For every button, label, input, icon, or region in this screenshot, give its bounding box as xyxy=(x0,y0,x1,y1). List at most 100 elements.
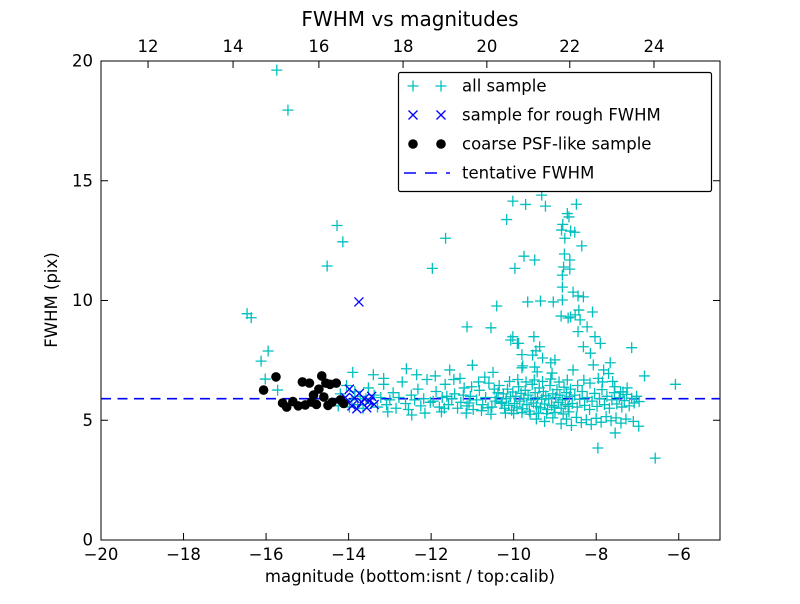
legend-box xyxy=(397,71,713,193)
top-tick-label: 14 xyxy=(223,37,244,56)
data-point-plus xyxy=(255,355,267,367)
data-point-x xyxy=(351,403,362,414)
data-point-plus xyxy=(519,384,531,396)
data-point-plus xyxy=(375,391,387,403)
data-point-plus xyxy=(562,312,574,324)
data-point-plus xyxy=(430,386,442,398)
data-point-plus xyxy=(587,359,599,371)
data-point-plus xyxy=(584,403,596,415)
legend-label-coarse-psf: coarse PSF-like sample xyxy=(462,135,651,154)
data-point-plus xyxy=(530,413,542,425)
data-point-plus xyxy=(415,400,427,412)
data-point-plus xyxy=(649,452,661,464)
data-point-plus xyxy=(438,402,450,414)
data-point-plus xyxy=(574,393,586,405)
data-point-plus xyxy=(570,198,582,210)
data-point-plus xyxy=(490,391,502,403)
data-point-plus xyxy=(603,368,615,380)
legend-dot-marker-icon xyxy=(436,139,446,149)
x-axis-label: magnitude (bottom:isnt / top:calib) xyxy=(265,567,555,586)
data-point-plus xyxy=(545,373,557,385)
data-point-plus xyxy=(560,413,572,425)
data-point-plus xyxy=(528,374,540,386)
data-point-plus xyxy=(396,376,408,388)
x-tick-label: −18 xyxy=(166,545,201,564)
data-point-plus xyxy=(511,401,523,413)
data-point-plus xyxy=(454,372,466,384)
data-point-plus xyxy=(575,417,587,429)
data-point-plus xyxy=(623,400,635,412)
legend-label-all-sample: all sample xyxy=(462,77,547,96)
top-tick-label: 24 xyxy=(643,37,664,56)
data-point-plus xyxy=(556,281,568,293)
data-point-plus xyxy=(520,198,532,210)
data-point-plus xyxy=(559,399,571,411)
data-point-x xyxy=(346,400,357,411)
data-point-plus xyxy=(507,331,519,343)
y-tick-label: 5 xyxy=(83,411,94,430)
top-tick-label: 16 xyxy=(308,37,329,56)
data-point-plus xyxy=(259,373,271,385)
data-point-plus xyxy=(572,326,584,338)
data-point-x xyxy=(366,391,377,402)
data-point-plus xyxy=(564,263,576,275)
data-point-plus xyxy=(558,261,570,273)
data-point-dot xyxy=(271,372,281,382)
x-tick-label: −6 xyxy=(667,545,691,564)
series-x xyxy=(340,296,380,414)
data-point-plus xyxy=(461,400,473,412)
top-tick-label: 22 xyxy=(559,37,580,56)
data-point-plus xyxy=(563,391,575,403)
data-point-plus xyxy=(406,409,418,421)
data-point-plus xyxy=(529,361,541,373)
data-point-plus xyxy=(594,337,606,349)
data-point-plus xyxy=(466,359,478,371)
data-point-dot xyxy=(338,398,349,409)
data-point-plus xyxy=(628,397,640,409)
data-point-plus xyxy=(424,396,436,408)
data-point-plus xyxy=(446,393,458,405)
legend-x-marker-icon xyxy=(408,110,418,120)
data-point-plus xyxy=(429,370,441,382)
data-point-plus xyxy=(487,366,499,378)
data-layer xyxy=(101,64,720,464)
data-point-plus xyxy=(557,218,569,230)
data-point-plus xyxy=(508,408,520,420)
data-point-plus xyxy=(427,395,439,407)
top-tick-label: 12 xyxy=(138,37,159,56)
legend-dot-marker-icon xyxy=(408,139,418,149)
data-point-x xyxy=(369,399,380,410)
data-point-plus xyxy=(534,295,546,307)
data-point-plus xyxy=(555,418,567,430)
data-point-plus xyxy=(400,363,412,375)
data-point-plus xyxy=(455,396,467,408)
data-point-plus xyxy=(591,400,603,412)
data-point-x xyxy=(361,402,372,413)
data-point-plus xyxy=(419,407,431,419)
data-point-plus xyxy=(464,390,476,402)
data-point-plus xyxy=(633,396,645,408)
data-point-plus xyxy=(362,382,374,394)
data-point-plus xyxy=(477,399,489,411)
data-point-plus xyxy=(627,415,639,427)
data-point-plus xyxy=(572,290,584,302)
data-point-dot xyxy=(304,378,315,388)
data-point-x xyxy=(364,396,375,407)
data-point-plus xyxy=(452,402,464,414)
data-point-dot xyxy=(327,397,337,408)
data-point-plus xyxy=(539,200,551,212)
legend: all sample sample for rough FWHM coarse … xyxy=(397,71,713,193)
data-point-plus xyxy=(607,375,619,387)
data-point-plus xyxy=(546,367,558,379)
data-point-plus xyxy=(522,389,534,401)
axes-layer: −20 −18 −16 −14 −12 −10 −8 −6 12 14 16 18 20 22 24 0 5 10… xyxy=(72,37,721,564)
data-point-plus xyxy=(458,382,470,394)
data-point-plus xyxy=(488,383,500,395)
data-point-plus xyxy=(529,254,541,266)
data-point-plus xyxy=(436,391,448,403)
top-tick-label: 18 xyxy=(393,37,414,56)
data-point-plus xyxy=(321,260,333,272)
data-point-plus xyxy=(485,322,497,334)
data-point-plus xyxy=(528,331,540,343)
data-point-plus xyxy=(544,380,556,392)
